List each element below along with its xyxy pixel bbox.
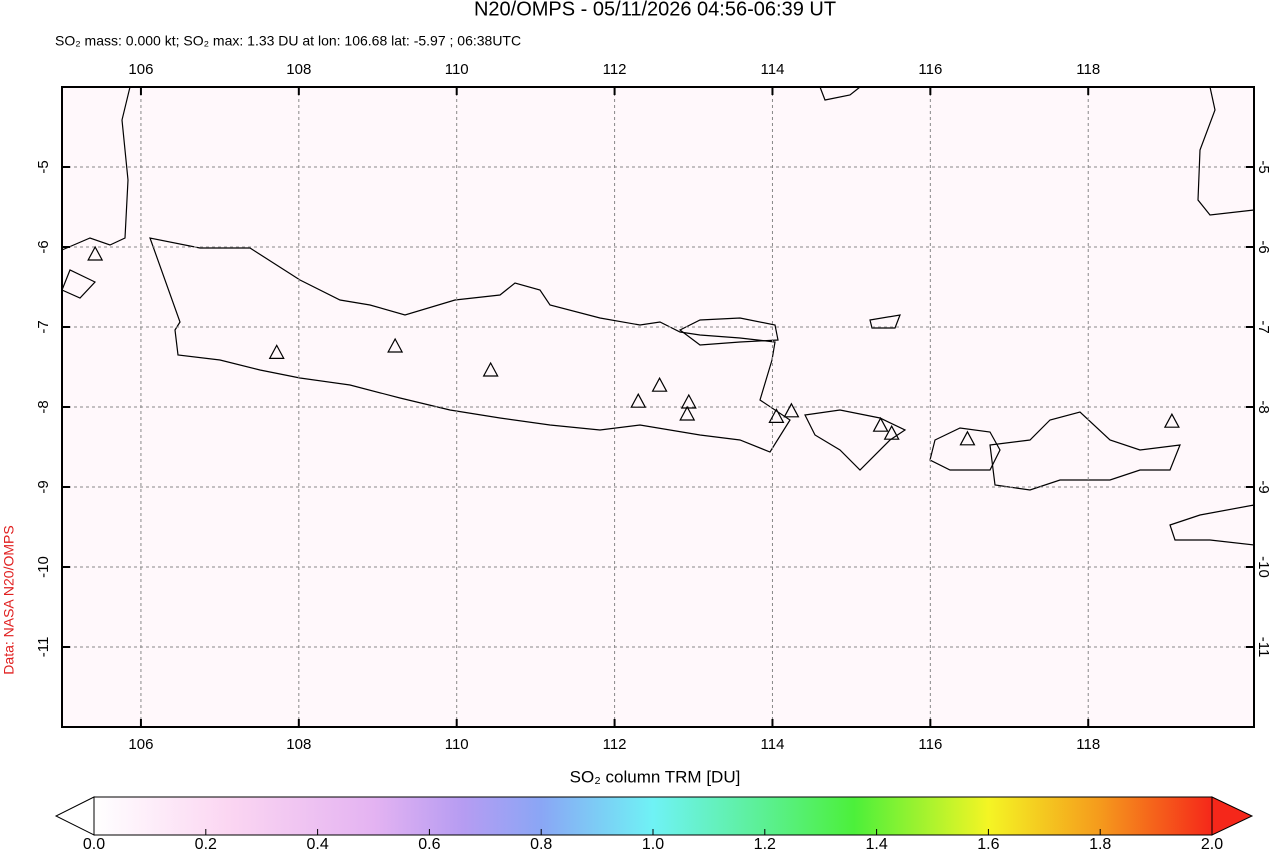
y-tick-label: -10 xyxy=(35,556,52,578)
source-label: Data: NASA N20/OMPS xyxy=(1,525,17,674)
volcano-marker xyxy=(959,430,976,446)
coastline xyxy=(149,237,791,453)
colorbar-tick-label: 2.0 xyxy=(1201,836,1223,853)
y-tick-label: -9 xyxy=(35,480,52,493)
volcano-marker xyxy=(630,392,647,408)
colorbar-tick-label: 1.2 xyxy=(754,836,776,853)
colorbar xyxy=(94,797,1212,835)
coastline xyxy=(61,269,96,299)
volcano-marker xyxy=(883,424,900,440)
x-tick-label: 114 xyxy=(761,61,785,78)
chart-title: N20/OMPS - 05/11/2026 04:56-06:39 UT xyxy=(474,0,836,20)
y-tick-label: -5 xyxy=(35,160,52,173)
coastline xyxy=(989,411,1181,491)
volcano-marker xyxy=(87,245,104,261)
x-tick-label: 106 xyxy=(128,736,153,753)
colorbar-under xyxy=(54,796,95,836)
x-tick-label: 116 xyxy=(918,736,942,753)
colorbar-tick-label: 0.0 xyxy=(83,836,105,853)
coastline xyxy=(61,86,131,251)
colorbar-tick-label: 0.4 xyxy=(306,836,328,853)
colorbar-tick-label: 0.2 xyxy=(195,836,217,853)
x-tick-label: 112 xyxy=(603,61,627,78)
x-tick-label: 106 xyxy=(128,61,153,78)
x-tick-label: 110 xyxy=(445,736,469,753)
subtitle: SO₂ mass: 0.000 kt; SO₂ max: 1.33 DU at … xyxy=(55,33,521,49)
colorbar-tick-label: 1.4 xyxy=(865,836,887,853)
volcano-marker xyxy=(1163,412,1180,428)
colorbar-tick-label: 1.8 xyxy=(1089,836,1111,853)
volcano-marker xyxy=(679,405,696,421)
coastline xyxy=(869,314,901,329)
x-tick-label: 108 xyxy=(286,61,311,78)
y-tick-label: -8 xyxy=(35,400,52,413)
volcano-marker xyxy=(680,393,697,409)
volcano-marker xyxy=(651,376,668,392)
y-tick-label: -9 xyxy=(1255,480,1272,493)
coastlines xyxy=(61,86,1255,546)
x-tick-label: 108 xyxy=(286,736,311,753)
x-tick-label: 110 xyxy=(445,61,469,78)
colorbar-label: SO₂ column TRM [DU] xyxy=(570,767,741,786)
y-tick-label: -5 xyxy=(1255,160,1272,173)
y-tick-label: -8 xyxy=(1255,400,1272,413)
colorbar-over xyxy=(1211,796,1254,836)
y-tick-label: -7 xyxy=(1255,320,1272,333)
colorbar-tick-label: 0.8 xyxy=(530,836,552,853)
y-tick-label: -6 xyxy=(35,240,52,253)
volcano-marker xyxy=(387,337,404,353)
coastline xyxy=(804,409,907,471)
coastline xyxy=(1197,86,1255,216)
colorbar-tick-label: 0.6 xyxy=(418,836,440,853)
colorbar-tick-label: 1.0 xyxy=(642,836,664,853)
coastline xyxy=(678,317,779,346)
y-tick-label: -11 xyxy=(35,637,52,658)
y-tick-label: -7 xyxy=(35,320,52,333)
y-tick-label: -10 xyxy=(1255,556,1272,578)
volcano-marker xyxy=(783,402,800,418)
coastline xyxy=(819,86,861,101)
x-tick-label: 114 xyxy=(761,736,785,753)
x-tick-label: 116 xyxy=(918,61,942,78)
x-tick-label: 112 xyxy=(603,736,627,753)
y-tick-label: -6 xyxy=(1255,240,1272,253)
coastline xyxy=(929,427,1001,471)
volcano-marker xyxy=(872,416,889,432)
volcano-marker xyxy=(268,344,285,359)
volcano-marker xyxy=(768,408,785,423)
x-tick-label: 118 xyxy=(1076,736,1100,753)
y-tick-label: -11 xyxy=(1255,637,1272,658)
volcano-marker xyxy=(482,361,499,377)
colorbar-tick-label: 1.6 xyxy=(977,836,999,853)
x-tick-label: 118 xyxy=(1076,61,1100,78)
